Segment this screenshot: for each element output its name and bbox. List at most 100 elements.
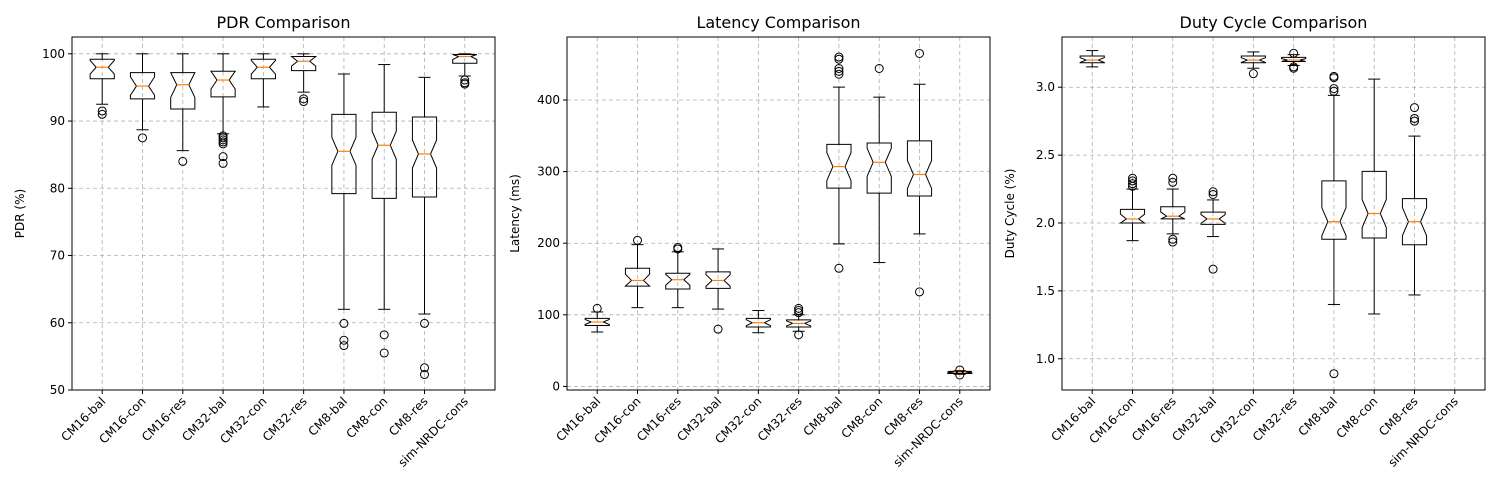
x-tick-label: CM8-con	[838, 394, 885, 441]
outlier-point	[97, 109, 107, 119]
y-axis-label: Latency (ms)	[508, 174, 522, 253]
box-body	[210, 70, 237, 98]
box-body	[826, 143, 852, 189]
box-sim-NRDC-cons	[947, 365, 973, 380]
box-CM8-bal	[331, 73, 357, 351]
y-tick-label: 400	[537, 93, 560, 107]
box-CM32-bal	[705, 248, 731, 334]
box-body	[624, 267, 651, 287]
outlier-point	[794, 330, 804, 340]
y-tick-label: 60	[50, 316, 65, 330]
outlier-point	[379, 348, 389, 358]
outlier-point	[794, 303, 804, 313]
outlier-point	[1289, 48, 1299, 58]
outlier-point	[955, 370, 965, 380]
outlier-point	[339, 335, 349, 345]
box-body	[947, 370, 973, 375]
outlier-point	[460, 75, 470, 85]
outlier-point	[834, 66, 844, 76]
box-CM32-bal	[210, 53, 237, 168]
box-body	[452, 53, 478, 64]
outlier-point	[874, 64, 884, 74]
box-body	[331, 113, 357, 195]
box-CM8-con	[1361, 78, 1387, 315]
outlier-point	[794, 308, 804, 318]
outlier-point	[339, 318, 349, 328]
box-body	[129, 72, 156, 100]
outlier-point	[339, 341, 349, 351]
outlier-point	[834, 54, 844, 64]
x-tick-label: sim-NRDC-cons	[395, 394, 470, 469]
box-body	[1079, 55, 1105, 64]
outlier-point	[955, 365, 965, 375]
outlier-point	[1329, 84, 1339, 94]
outlier-point	[178, 156, 188, 166]
x-tick-label: CM32-res	[1250, 394, 1300, 444]
outlier-point	[1208, 187, 1218, 197]
box-body	[89, 58, 115, 80]
outlier-point	[1329, 86, 1339, 96]
box-body	[1160, 206, 1186, 220]
box-CM16-bal	[1079, 50, 1105, 68]
y-tick-label: 2.0	[1036, 216, 1055, 230]
outlier-point	[1410, 113, 1419, 123]
box-CM32-res	[786, 303, 812, 340]
outlier-point	[834, 64, 844, 74]
box-CM16-con	[129, 53, 156, 143]
box-body	[705, 271, 731, 289]
outlier-point	[1128, 173, 1137, 183]
outlier-point	[138, 133, 147, 143]
outlier-point	[218, 152, 228, 162]
y-tick-label: 100	[537, 308, 560, 322]
box-CM32-res	[1281, 48, 1307, 73]
box-CM16-con	[1118, 173, 1147, 242]
outlier-point	[379, 330, 389, 340]
box-body	[1281, 56, 1307, 62]
box-body	[169, 72, 196, 110]
outlier-point	[460, 78, 470, 88]
y-axis-label: PDR (%)	[13, 189, 27, 238]
box-body	[1401, 198, 1428, 246]
box-body	[786, 319, 812, 328]
outlier-point	[420, 370, 429, 380]
outlier-point	[1410, 116, 1419, 126]
box-CM16-con	[624, 235, 651, 309]
outlier-point	[794, 306, 804, 316]
outlier-point	[299, 97, 309, 107]
x-tick-label: sim-NRDC-cons	[890, 394, 965, 469]
axes-frame	[566, 36, 991, 391]
outlier-point	[1329, 71, 1339, 81]
outlier-point	[218, 131, 228, 141]
outlier-point	[218, 158, 228, 168]
box-body	[866, 142, 892, 194]
chart-title: Duty Cycle Comparison	[1180, 13, 1368, 32]
box-body	[1240, 55, 1266, 64]
box-CM16-bal	[584, 303, 610, 333]
box-CM8-bal	[826, 52, 852, 273]
outlier-point	[1208, 264, 1218, 274]
y-tick-label: 2.5	[1036, 148, 1055, 162]
box-body	[411, 116, 438, 198]
y-tick-label: 1.5	[1036, 284, 1055, 298]
x-tick-label: CM8-con	[343, 394, 390, 441]
box-body	[371, 111, 397, 199]
chart-panel-2: 0100200300400CM16-balCM16-conCM16-resCM3…	[508, 13, 991, 470]
box-CM16-res	[169, 53, 196, 166]
chart-title: Latency Comparison	[696, 13, 860, 32]
outlier-point	[834, 52, 844, 62]
outlier-point	[915, 48, 924, 58]
box-CM8-con	[866, 64, 892, 264]
y-tick-label: 80	[50, 181, 65, 195]
box-CM8-res	[411, 76, 438, 380]
outlier-point	[299, 94, 309, 104]
outlier-point	[1168, 237, 1178, 247]
axes-frame	[71, 36, 496, 391]
box-sim-NRDC-cons	[452, 53, 478, 89]
box-CM16-bal	[89, 53, 115, 119]
box-CM32-con	[745, 310, 771, 334]
box-body	[1321, 180, 1347, 240]
y-tick-label: 3.0	[1036, 80, 1055, 94]
box-CM16-res	[665, 243, 691, 309]
box-body	[1361, 170, 1387, 239]
